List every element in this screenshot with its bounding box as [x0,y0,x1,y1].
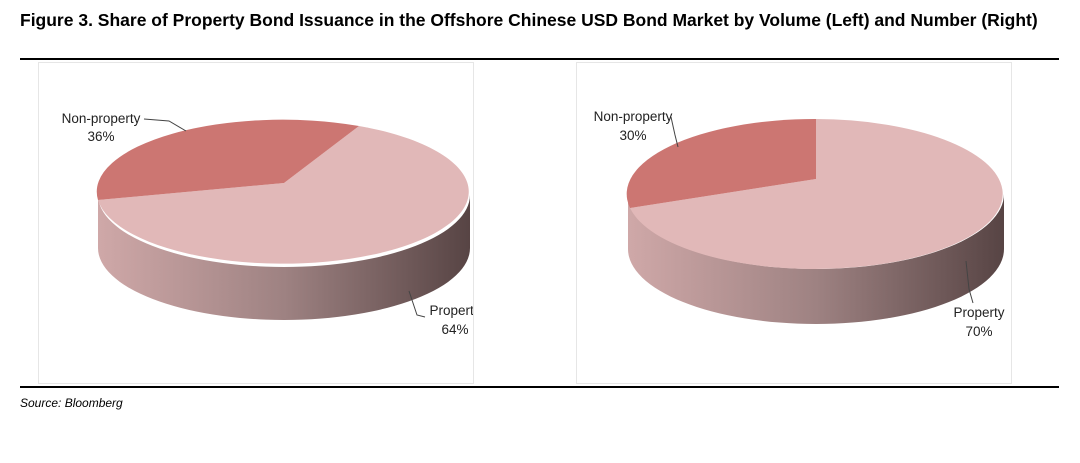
top-rule [20,58,1059,60]
pie-side-wall [628,194,1004,324]
label-non-property: Non-property [62,111,141,126]
label-non-property: Non-property [594,109,673,124]
leader-line-non-property [670,116,679,148]
label-property: Property [429,303,473,318]
value-property: 70% [965,324,992,339]
pie-slice-property [98,126,469,264]
leader-line-property [408,290,426,318]
value-property: 64% [441,322,468,337]
pie-side-wall [98,195,470,320]
pie-slice-property [630,119,1003,269]
figure-title: Figure 3. Share of Property Bond Issuanc… [20,10,1038,30]
value-non-property: 36% [87,129,114,144]
leader-line-non-property [143,118,187,132]
chart-number-panel: Non-property 30% Property 70% [576,62,1012,384]
source-note: Source: Bloomberg [20,396,123,410]
leader-line-property [965,260,974,304]
value-non-property: 30% [619,128,646,143]
pie-chart-volume: Non-property 36% Property 64% [62,111,473,337]
label-property: Property [953,305,1004,320]
chart-volume-panel: Non-property 36% Property 64% [38,62,474,384]
pie-slice-non-property [96,119,359,200]
pie-chart-number: Non-property 30% Property 70% [594,109,1005,339]
bottom-rule [20,386,1059,388]
pie-slice-non-property [626,118,816,208]
